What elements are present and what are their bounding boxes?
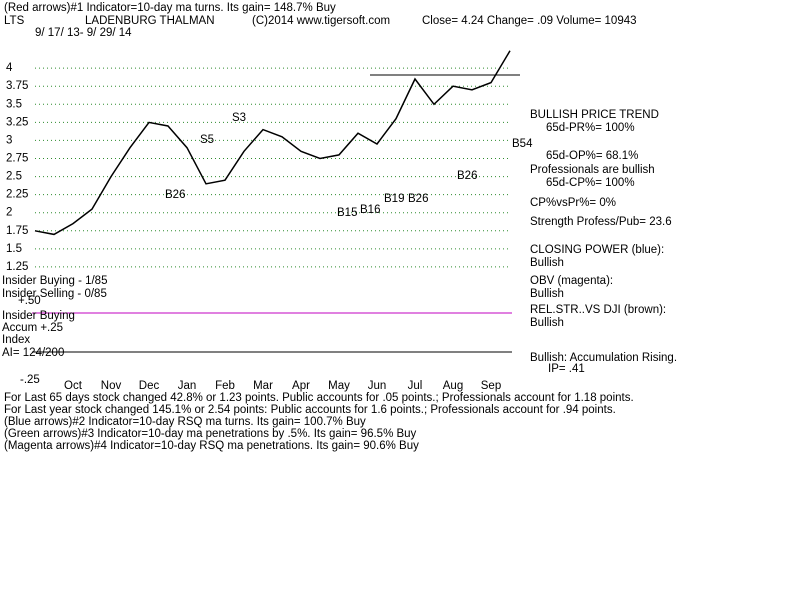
- side-panel-text: Professionals are bullish: [530, 164, 655, 176]
- signal-label: S5: [200, 134, 214, 146]
- x-tick-label: Nov: [101, 380, 122, 392]
- footer-text: (Green arrows)#3 Indicator=10-day ma pen…: [4, 428, 417, 440]
- signal-label: S3: [232, 112, 246, 124]
- y-tick-label: 4: [6, 62, 13, 74]
- side-panel-text: CP%vsPr%= 0%: [530, 197, 616, 209]
- side-panel-text: BULLISH PRICE TREND: [530, 109, 659, 121]
- footer-text: (Magenta arrows)#4 Indicator=10-day RSQ …: [4, 440, 419, 452]
- y-tick-label: 1.25: [6, 261, 28, 273]
- indicator-label: +.50: [18, 295, 41, 307]
- chart-title: (Red arrows)#1 Indicator=10-day ma turns…: [4, 2, 336, 14]
- side-panel-text: Bullish: [530, 288, 564, 300]
- y-tick-label: 2: [6, 207, 12, 219]
- side-panel-text: Bullish: Accumulation Rising.: [530, 352, 677, 364]
- indicator-label: Insider Buying: [2, 310, 75, 322]
- y-tick-label: 2.5: [6, 171, 22, 183]
- side-panel-text: CLOSING POWER (blue):: [530, 244, 664, 256]
- y-tick-label: 3.75: [6, 80, 28, 92]
- header-text: LADENBURG THALMAN: [85, 15, 215, 27]
- x-tick-label: Sep: [481, 380, 501, 392]
- footer-text: For Last year stock changed 145.1% or 2.…: [4, 404, 616, 416]
- x-tick-label: Oct: [64, 380, 83, 392]
- signal-label: B19: [384, 193, 404, 205]
- y-tick-label: 2.75: [6, 153, 28, 165]
- header-text: LTS: [4, 15, 25, 27]
- signal-label: B54: [512, 138, 533, 150]
- side-panel-text: 65d-PR%= 100%: [546, 122, 635, 134]
- header-text: (C)2014 www.tigersoft.com: [252, 15, 390, 27]
- footer-text: (Blue arrows)#2 Indicator=10-day RSQ ma …: [4, 416, 366, 428]
- y-tick-label: 3.5: [6, 98, 22, 110]
- indicator-label: -.25: [20, 374, 40, 386]
- indicator-label: Index: [2, 334, 30, 346]
- x-tick-label: Aug: [443, 380, 463, 392]
- signal-label: B26: [408, 193, 428, 205]
- side-panel-text: REL.STR..VS DJI (brown):: [530, 304, 666, 316]
- y-tick-label: 1.75: [6, 225, 28, 237]
- signal-label: B26: [165, 189, 185, 201]
- indicator-label: Accum +.25: [2, 322, 63, 334]
- side-panel-text: 65d-OP%= 68.1%: [546, 150, 638, 162]
- header-text: Close= 4.24 Change= .09 Volume= 10943: [422, 15, 637, 27]
- x-tick-label: Apr: [292, 380, 310, 392]
- indicator-label: Insider Buying - 1/85: [2, 275, 107, 287]
- signal-label: B26: [457, 170, 477, 182]
- indicator-label: AI= 124/200: [2, 347, 64, 359]
- side-panel-text: 65d-CP%= 100%: [546, 177, 635, 189]
- date-range: 9/ 17/ 13- 9/ 29/ 14: [35, 27, 132, 39]
- x-tick-label: Mar: [253, 380, 273, 392]
- price-line: [34, 50, 511, 236]
- x-tick-label: May: [328, 380, 350, 392]
- side-panel-text: Strength Profess/Pub= 23.6: [530, 216, 672, 228]
- x-tick-label: Dec: [139, 380, 160, 392]
- x-tick-label: Jul: [408, 380, 423, 392]
- side-panel-text: IP= .41: [548, 363, 585, 375]
- x-tick-label: Jan: [178, 380, 197, 392]
- side-panel-text: Bullish: [530, 317, 564, 329]
- indicator-label: Insider Selling - 0/85: [2, 288, 107, 300]
- signal-label: B15: [337, 207, 357, 219]
- y-tick-label: 2.25: [6, 189, 28, 201]
- side-panel-text: Bullish: [530, 257, 564, 269]
- y-tick-label: 3: [6, 134, 12, 146]
- y-tick-label: 1.5: [6, 243, 22, 255]
- signal-label: B16: [360, 204, 380, 216]
- y-tick-label: 3.25: [6, 116, 28, 128]
- footer-text: For Last 65 days stock changed 42.8% or …: [4, 392, 634, 404]
- x-tick-label: Feb: [215, 380, 235, 392]
- side-panel-text: OBV (magenta):: [530, 275, 613, 287]
- x-tick-label: Jun: [368, 380, 387, 392]
